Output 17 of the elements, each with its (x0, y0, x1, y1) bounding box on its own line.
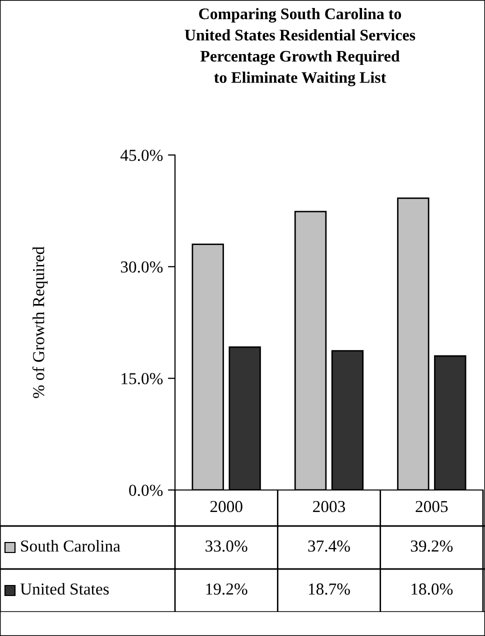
y-axis-title: % of Growth Required (32, 246, 48, 398)
y-tick-label: 0.0% (129, 484, 163, 496)
legend-label: United States (20, 582, 109, 595)
data-label: 18.0% (412, 583, 453, 595)
x-tick-label: 2003 (313, 500, 346, 512)
data-label: 19.2% (206, 583, 248, 595)
data-label: 33.0% (206, 540, 248, 552)
chart-title: Comparing South Carolina to United States Residential Services Percentage Growth Required to Eliminate Waiting List (184, 8, 416, 86)
y-tick-label: 45.0% (120, 150, 163, 162)
x-tick-label: 2000 (210, 500, 242, 512)
y-tick-label: 30.0% (120, 261, 163, 273)
data-label: 39.2% (410, 540, 453, 552)
data-label: 37.4% (308, 540, 350, 552)
x-tick-label: 2005 (416, 500, 448, 512)
data-label: 18.7% (308, 583, 350, 595)
legend-label: South Carolina (21, 540, 120, 552)
y-tick-label: 15.0% (122, 373, 163, 384)
